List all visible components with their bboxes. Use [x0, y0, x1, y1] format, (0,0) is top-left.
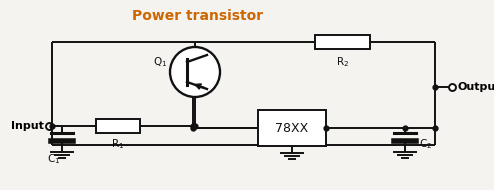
Text: R$_2$: R$_2$ — [336, 55, 349, 69]
Text: C$_1$: C$_1$ — [47, 152, 61, 166]
Text: Power transistor: Power transistor — [132, 10, 263, 24]
Text: C$_2$: C$_2$ — [419, 137, 432, 151]
Text: 78XX: 78XX — [275, 121, 309, 135]
Circle shape — [170, 47, 220, 97]
Bar — [258, 110, 326, 146]
Text: R$_1$: R$_1$ — [111, 137, 124, 151]
Text: Output: Output — [457, 82, 494, 92]
Bar — [96, 119, 140, 133]
Text: Q$_1$: Q$_1$ — [153, 55, 167, 69]
Bar — [315, 35, 370, 49]
Text: Input: Input — [11, 121, 44, 131]
